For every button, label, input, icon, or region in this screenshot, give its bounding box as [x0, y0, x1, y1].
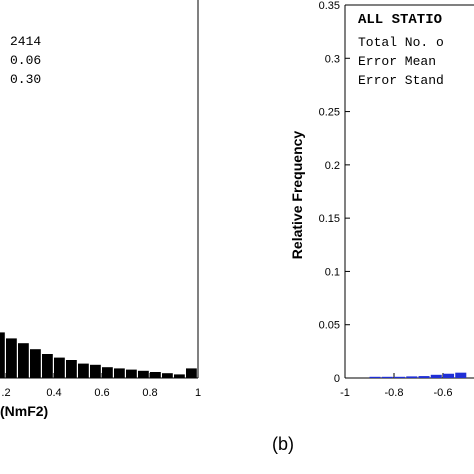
right-x-tick-label: -0.8: [385, 387, 404, 399]
right-x-tick-label: -0.6: [434, 387, 453, 399]
right-bar: [369, 376, 381, 378]
left-x-tick-label: 0.8: [142, 387, 157, 399]
right-bar: [394, 376, 406, 378]
left-bar: [150, 372, 161, 378]
right-bar: [443, 373, 455, 378]
right-y-tick-label: 0.35: [319, 0, 340, 12]
right-y-tick-label: 0.1: [325, 266, 340, 278]
left-bar: [90, 364, 101, 378]
right-bar: [406, 376, 418, 378]
left-x-axis-label: (NmF2): [0, 403, 48, 419]
left-x-tick-label: 0.6: [94, 387, 109, 399]
left-bar: [102, 367, 113, 378]
left-x-ticks: .2 0.4 0.6 0.8 1: [1, 373, 201, 399]
right-bars: [369, 372, 467, 378]
left-bar: [162, 373, 173, 378]
left-bar: [138, 370, 149, 378]
right-y-tick-label: 0.15: [319, 213, 340, 225]
left-x-tick-label: 0.4: [46, 387, 61, 399]
right-y-axis-label: Relative Frequency: [289, 131, 305, 260]
right-bar: [381, 376, 393, 378]
right-y-tick-label: 0.25: [319, 107, 340, 119]
right-x-ticks: -1 -0.8 -0.6: [340, 373, 452, 399]
left-stat-std: 0.30: [10, 72, 41, 87]
left-bar: [114, 368, 125, 378]
right-stat-line-1: Total No. o: [358, 35, 444, 50]
left-bar: [0, 332, 5, 378]
right-bar: [455, 372, 467, 378]
left-x-tick-label: .2: [1, 387, 10, 399]
left-bar: [126, 369, 137, 378]
left-bar: [186, 368, 197, 378]
left-x-tick-label: 1: [195, 387, 201, 399]
panel-label: (b): [272, 434, 294, 454]
left-bar: [78, 363, 89, 378]
left-bar: [54, 357, 65, 378]
right-x-tick-label: -1: [340, 387, 350, 399]
left-bars: [0, 332, 197, 378]
right-bar: [430, 374, 442, 378]
left-stat-count: 2414: [10, 34, 41, 49]
left-bar: [66, 360, 77, 378]
right-y-tick-label: 0.05: [319, 320, 340, 332]
right-stat-line-2: Error Mean: [358, 54, 436, 69]
left-stat-mean: 0.06: [10, 53, 41, 68]
right-y-ticks: 0 0.05 0.1 0.15 0.2 0.25 0.3 0.35: [319, 0, 350, 385]
right-y-tick-label: 0.3: [325, 53, 340, 65]
left-bar: [18, 343, 29, 378]
left-bar: [6, 338, 17, 378]
right-histogram-panel: 0 0.05 0.1 0.15 0.2 0.25 0.3 0.35 -1 -0.8 -0.6 Re…: [289, 0, 474, 399]
right-stats-title: ALL STATIO: [358, 12, 442, 28]
right-bar: [418, 376, 430, 378]
left-bar: [30, 349, 41, 378]
right-y-tick-label: 0.2: [325, 160, 340, 172]
left-bar: [174, 374, 185, 378]
right-y-tick-label: 0: [334, 373, 340, 385]
left-histogram-panel: .2 0.4 0.6 0.8 1 (NmF2) 2414 0.06 0.30: [0, 0, 201, 419]
left-bar: [42, 354, 53, 378]
right-stat-line-3: Error Stand: [358, 73, 444, 88]
